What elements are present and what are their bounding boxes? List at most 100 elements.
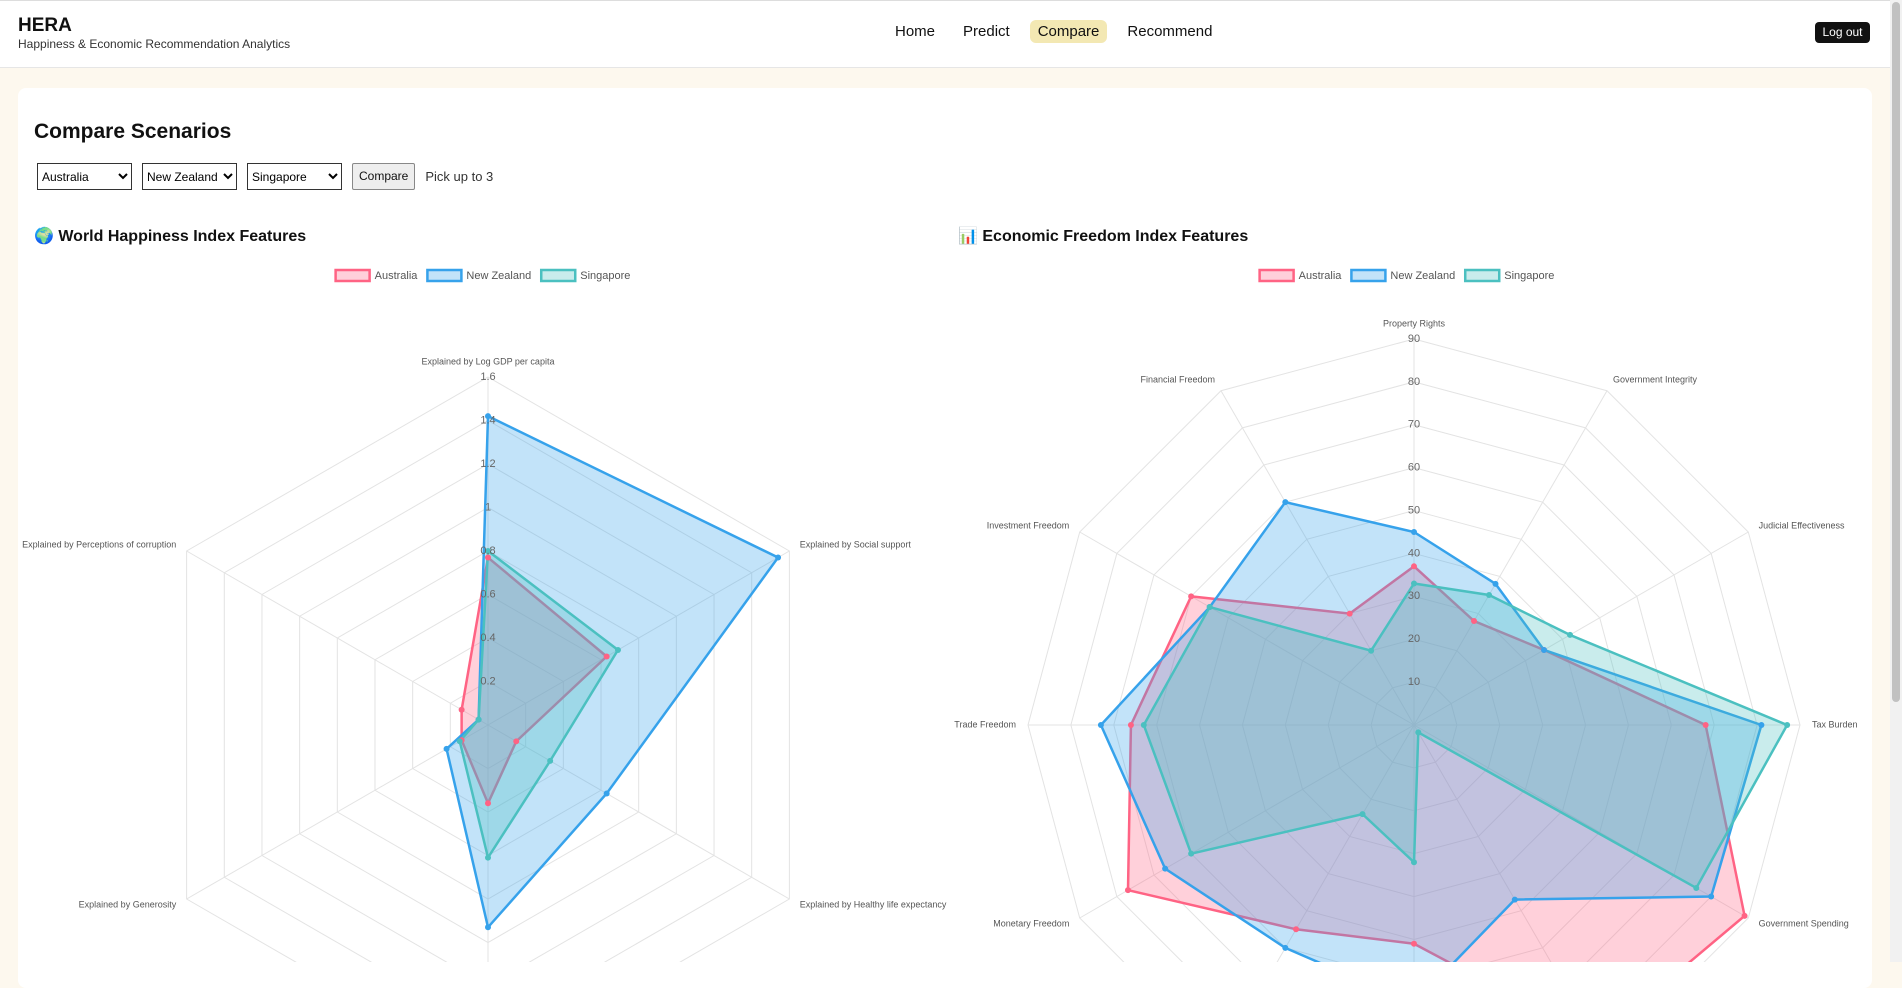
angle-line bbox=[186, 550, 489, 726]
axis-label: Explained by Perceptions of corruption bbox=[22, 539, 176, 549]
country-select[interactable]: Singapore bbox=[247, 163, 342, 190]
point bbox=[1124, 887, 1131, 894]
point bbox=[456, 738, 463, 745]
legend-swatch bbox=[539, 268, 577, 283]
r-tick-label: 10 bbox=[1408, 676, 1420, 688]
angle-line bbox=[1220, 390, 1415, 726]
legend-swatch bbox=[1463, 268, 1501, 283]
r-tick-label: 80 bbox=[1408, 376, 1420, 388]
point bbox=[1293, 926, 1300, 933]
point bbox=[1206, 604, 1213, 611]
controls: Australia New Zealand Singapore Compare … bbox=[37, 163, 493, 190]
angle-line bbox=[1079, 724, 1415, 919]
angle-line bbox=[487, 550, 790, 726]
chart-title: 📊 Economic Freedom Index Features bbox=[958, 228, 1249, 245]
r-tick-label: 40 bbox=[1408, 547, 1420, 559]
axis-label: Property Rights bbox=[1383, 318, 1446, 328]
point bbox=[547, 757, 554, 764]
charts: 0.2 0.4 0.6 0.8 1 1.2 1.4 1.6 Explained by Log G… bbox=[22, 268, 1858, 962]
header: HERA Happiness & Economic Recommendation… bbox=[0, 0, 1902, 68]
axis-label: Trade Freedom bbox=[954, 719, 1016, 729]
point bbox=[1188, 593, 1195, 600]
card bbox=[18, 88, 1872, 988]
angle-line bbox=[1276, 724, 1415, 962]
point bbox=[1471, 618, 1478, 624]
r-tick-label: 1 bbox=[485, 501, 491, 513]
legend-label: Australia bbox=[1299, 270, 1343, 282]
legend-label: Singapore bbox=[580, 270, 630, 282]
country-select[interactable]: Australia bbox=[37, 163, 132, 190]
hint: Pick up to 3 bbox=[425, 169, 494, 184]
r-tick-label: 0.6 bbox=[480, 588, 495, 600]
point bbox=[1140, 722, 1147, 728]
nav-item[interactable]: Compare bbox=[1029, 20, 1108, 43]
point bbox=[1411, 563, 1417, 570]
point bbox=[1188, 850, 1195, 857]
axis-label: Explained by Generosity bbox=[79, 899, 177, 909]
point bbox=[485, 854, 491, 861]
compare-button[interactable]: Compare bbox=[352, 163, 416, 190]
axis-label: Government Spending bbox=[1759, 918, 1849, 928]
r-tick-label: 60 bbox=[1408, 462, 1420, 474]
point bbox=[775, 554, 782, 561]
country-select[interactable]: New Zealand bbox=[142, 163, 237, 190]
scrollbar[interactable] bbox=[1890, 0, 1902, 962]
angle-line bbox=[1413, 724, 1552, 962]
axis-label: Explained by Healthy life expectancy bbox=[800, 899, 947, 909]
point bbox=[1541, 646, 1547, 653]
axis-label: Explained by Social support bbox=[800, 539, 912, 549]
point bbox=[1411, 529, 1417, 535]
point bbox=[1368, 647, 1375, 654]
point bbox=[475, 716, 482, 723]
axis-label: Tax Burden bbox=[1812, 719, 1858, 729]
angle-line bbox=[487, 724, 790, 900]
legend-swatch bbox=[1258, 268, 1295, 283]
point bbox=[1486, 591, 1493, 598]
point bbox=[1127, 722, 1134, 728]
scroll-thumb[interactable] bbox=[1892, 2, 1900, 702]
point bbox=[1784, 722, 1791, 728]
r-tick-label: 30 bbox=[1408, 590, 1420, 602]
axis-label: Explained by Log GDP per capita bbox=[422, 356, 555, 366]
point bbox=[485, 800, 491, 807]
point bbox=[1097, 722, 1104, 728]
point bbox=[485, 548, 491, 554]
brand[interactable]: HERA bbox=[18, 15, 72, 36]
point bbox=[1282, 944, 1289, 951]
logout-button[interactable]: Log out bbox=[1815, 22, 1870, 43]
angle-line bbox=[1413, 390, 1608, 726]
nav: Home Predict Compare Recommend bbox=[887, 20, 1220, 43]
point bbox=[1359, 811, 1366, 818]
r-tick-label: 0.4 bbox=[480, 632, 495, 644]
point bbox=[485, 413, 491, 420]
r-tick-label: 1.2 bbox=[480, 458, 495, 470]
axis-label: Government Integrity bbox=[1613, 375, 1698, 385]
axis-label: Financial Freedom bbox=[1140, 375, 1215, 385]
tagline: Happiness & Economic Recommendation Anal… bbox=[18, 37, 291, 51]
point bbox=[1758, 722, 1765, 728]
point bbox=[1411, 859, 1417, 866]
point bbox=[513, 738, 520, 745]
point bbox=[1492, 580, 1499, 587]
nav-item[interactable]: Recommend bbox=[1127, 23, 1213, 40]
point bbox=[1411, 580, 1417, 587]
nav-item[interactable]: Predict bbox=[963, 23, 1010, 40]
point bbox=[1346, 610, 1353, 617]
point bbox=[1702, 722, 1709, 728]
point bbox=[1415, 729, 1422, 736]
r-tick-label: 0.2 bbox=[480, 675, 495, 687]
point bbox=[1567, 631, 1573, 638]
point bbox=[485, 554, 491, 561]
point bbox=[1282, 499, 1289, 506]
axis-label: Judicial Effectiveness bbox=[1759, 520, 1845, 530]
nav-item[interactable]: Home bbox=[895, 23, 936, 40]
point bbox=[1693, 884, 1700, 891]
legend-label: Australia bbox=[375, 270, 419, 282]
point bbox=[443, 745, 450, 752]
chart-title: 🌍 World Happiness Index Features bbox=[34, 228, 307, 245]
r-tick-label: 70 bbox=[1408, 419, 1420, 431]
r-tick-label: 20 bbox=[1408, 633, 1420, 645]
point bbox=[614, 646, 621, 653]
r-tick-label: 1.6 bbox=[480, 371, 495, 383]
